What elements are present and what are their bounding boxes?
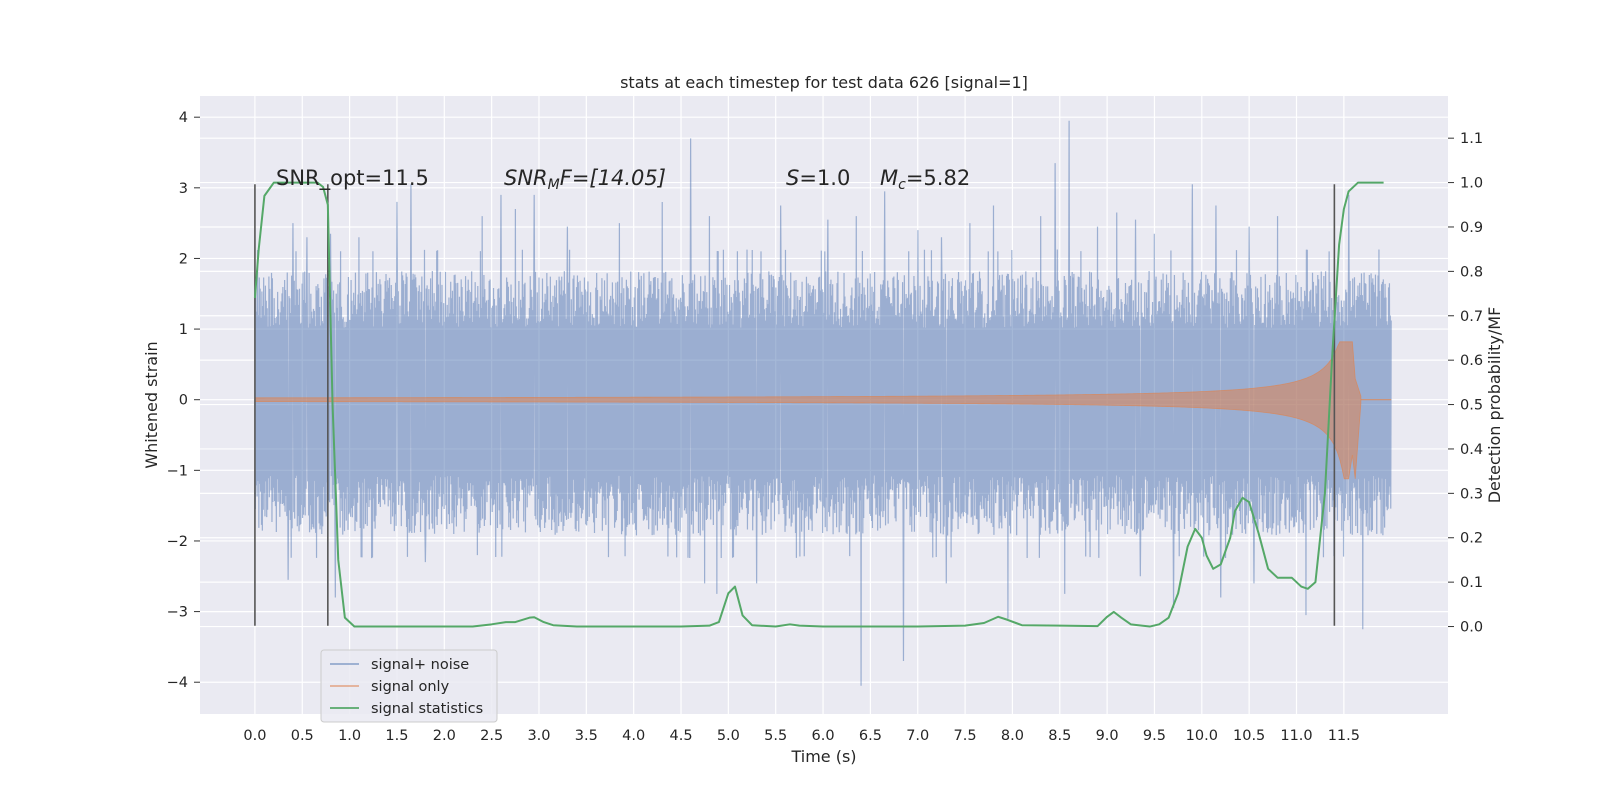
y-axis-label: Whitened strain [142, 341, 161, 468]
y-tick-label: −1 [167, 463, 188, 479]
annotation-mc-name: M [880, 166, 898, 190]
x-axis-label: Time (s) [790, 747, 856, 766]
y-axis-right: 0.0 0.1 0.2 0.3 0.4 0.5 0.6 0.7 0.8 0.9 1.0 1.1 [1448, 131, 1483, 636]
annotation-snr-mf-rest: F=[14.05] [560, 166, 666, 190]
y2-tick-label: 0.6 [1460, 353, 1483, 369]
y2-axis-label: Detection probability/MF [1485, 307, 1504, 504]
annotation-snr-mf: SNRMF=[14.05] [504, 166, 666, 193]
y2-tick-label: 1.1 [1460, 131, 1483, 147]
noise-trace [254, 120, 1392, 686]
y2-tick-label: 0.9 [1460, 220, 1483, 236]
annotation-s-name: S [786, 166, 799, 190]
x-tick-label: 9.0 [1096, 728, 1119, 744]
x-tick-label: 0.5 [291, 728, 314, 744]
y2-tick-label: 1.0 [1460, 176, 1483, 192]
x-tick-label: 5.5 [764, 728, 787, 744]
y2-tick-label: 0.1 [1460, 575, 1483, 591]
legend-label-signal-statistics: signal statistics [371, 701, 483, 717]
x-tick-label: 4.0 [622, 728, 645, 744]
x-tick-label: 11.0 [1280, 728, 1312, 744]
x-tick-label: 10.5 [1233, 728, 1265, 744]
x-tick-label: 1.5 [385, 728, 408, 744]
x-tick-label: 11.5 [1328, 728, 1360, 744]
signal-envelope [254, 341, 1362, 480]
x-tick-label: 8.5 [1048, 728, 1071, 744]
y2-tick-label: 0.8 [1460, 264, 1483, 280]
legend-label-signal-noise: signal+ noise [371, 657, 469, 673]
y2-tick-label: 0.3 [1460, 486, 1483, 502]
y2-tick-label: 0.0 [1460, 620, 1483, 636]
x-tick-label: 6.0 [812, 728, 835, 744]
annotation-snr-mf-sub: M [548, 177, 560, 193]
y-axis-left: −4 −3 −2 −1 0 1 2 3 4 [167, 110, 200, 691]
x-tick-label: 3.0 [527, 728, 550, 744]
series-signal-noise [254, 120, 1392, 686]
x-axis: 0.0 0.5 1.0 1.5 2.0 2.5 3.0 3.5 4.0 4.5 5.0 5.5 6.0 6… [243, 728, 1360, 744]
x-tick-label: 1.0 [338, 728, 361, 744]
y-tick-label: −4 [167, 675, 188, 691]
y-tick-label: −3 [167, 605, 188, 621]
x-tick-label: 4.5 [669, 728, 692, 744]
legend-box [320, 649, 498, 723]
x-tick-label: 0.0 [243, 728, 266, 744]
legend-label-signal-only: signal only [371, 679, 450, 695]
series-signal-only [254, 341, 1392, 480]
annotation-mc: Mc=5.82 [880, 166, 970, 193]
annotation-snr-mf-name: SNR [504, 166, 548, 190]
legend: signal+ noise signal only signal statist… [320, 649, 498, 723]
y-tick-label: −2 [167, 534, 188, 550]
series-signal-statistics [253, 181, 1384, 628]
y-tick-label: 3 [179, 181, 188, 197]
x-tick-label: 10.0 [1186, 728, 1218, 744]
x-tick-label: 6.5 [859, 728, 882, 744]
statistics-line [253, 181, 1384, 628]
x-tick-label: 9.5 [1143, 728, 1166, 744]
x-tick-label: 2.5 [480, 728, 503, 744]
y2-tick-label: 0.7 [1460, 309, 1483, 325]
chart-title: stats at each timestep for test data 626… [620, 73, 1028, 92]
x-tick-label: 8.0 [1001, 728, 1024, 744]
y-tick-label: 0 [179, 393, 188, 409]
x-tick-label: 2.0 [433, 728, 456, 744]
x-tick-label: 7.5 [954, 728, 977, 744]
y2-tick-label: 0.4 [1460, 442, 1483, 458]
y2-tick-label: 0.2 [1460, 531, 1483, 547]
y-tick-label: 4 [179, 110, 188, 126]
annotation-mc-rest: =5.82 [906, 166, 970, 190]
x-tick-label: 3.5 [575, 728, 598, 744]
detection-markers [254, 184, 1336, 626]
x-tick-label: 5.0 [717, 728, 740, 744]
y2-tick-label: 0.5 [1460, 398, 1483, 414]
x-tick-label: 7.0 [906, 728, 929, 744]
annotation-snr-opt: SNR_opt=11.5 [276, 166, 429, 191]
y-tick-label: 2 [179, 251, 188, 267]
annotation-s-rest: =1.0 [799, 166, 850, 190]
y-tick-label: 1 [179, 322, 188, 338]
annotation-mc-sub: c [898, 177, 906, 193]
annotation-s: S=1.0 [786, 166, 850, 190]
